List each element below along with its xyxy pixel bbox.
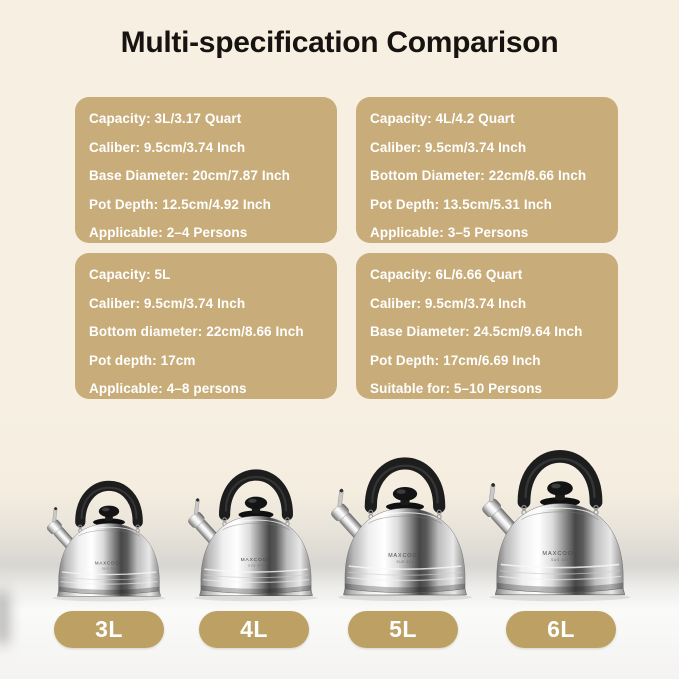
kettle-image-4l (186, 438, 326, 602)
size-badge-label: 6L (547, 616, 575, 642)
spec-line: Pot depth: 17cm (89, 352, 196, 368)
spec-card-3l: Capacity: 3L/3.17 Quart Caliber: 9.5cm/3… (75, 97, 337, 243)
spec-line: Applicable: 4–8 persons (89, 381, 247, 397)
spec-line: Caliber: 9.5cm/3.74 Inch (370, 295, 527, 311)
background-smudge (0, 590, 8, 645)
size-badge-4l: 4L (199, 611, 309, 648)
spec-line: Pot Depth: 13.5cm/5.31 Inch (370, 196, 553, 212)
size-badge-3l: 3L (54, 611, 164, 648)
page-title: Multi-specification Comparison (120, 26, 559, 59)
spec-line: Capacity: 3L/3.17 Quart (89, 111, 242, 126)
size-badge-label: 4L (240, 616, 268, 642)
spec-line: Bottom Diameter: 22cm/8.66 Inch (370, 168, 587, 184)
spec-line: Suitable for: 5–10 Persons (370, 381, 543, 397)
spec-line: Applicable: 2–4 Persons (89, 225, 248, 241)
spec-card-4l: Capacity: 4L/4.2 Quart Caliber: 9.5cm/3.… (356, 97, 618, 243)
spec-line: Capacity: 6L/6.66 Quart (370, 267, 523, 282)
spec-line: Capacity: 4L/4.2 Quart (370, 111, 515, 126)
size-badge-6l: 6L (506, 611, 616, 648)
size-badge-label: 5L (389, 616, 417, 642)
kettle-photo-area: MAXCOOK SUS 304 3L 4L 5L 6L (0, 400, 679, 679)
spec-card-6l: Capacity: 6L/6.66 Quart Caliber: 9.5cm/3… (356, 253, 618, 399)
kettle-image-3l (45, 452, 173, 602)
spec-line: Pot Depth: 12.5cm/4.92 Inch (89, 196, 272, 212)
spec-card-5l: Capacity: 5L Caliber: 9.5cm/3.74 Inch Bo… (75, 253, 337, 399)
spec-line: Caliber: 9.5cm/3.74 Inch (89, 295, 246, 311)
kettle-image-6l (480, 414, 640, 602)
spec-line: Pot Depth: 17cm/6.69 Inch (370, 352, 541, 368)
spec-card-grid: Capacity: 3L/3.17 Quart Caliber: 9.5cm/3… (75, 97, 618, 399)
size-badge-label: 3L (95, 616, 123, 642)
spec-line: Caliber: 9.5cm/3.74 Inch (89, 139, 246, 155)
size-badge-5l: 5L (348, 611, 458, 648)
spec-line: Base Diameter: 20cm/7.87 Inch (89, 168, 291, 184)
spec-line: Bottom diameter: 22cm/8.66 Inch (89, 324, 304, 340)
spec-line: Caliber: 9.5cm/3.74 Inch (370, 139, 527, 155)
spec-line: Applicable: 3–5 Persons (370, 225, 529, 241)
kettle-image-5l (329, 423, 481, 602)
spec-line: Base Diameter: 24.5cm/9.64 Inch (370, 324, 583, 340)
spec-line: Capacity: 5L (89, 267, 171, 282)
